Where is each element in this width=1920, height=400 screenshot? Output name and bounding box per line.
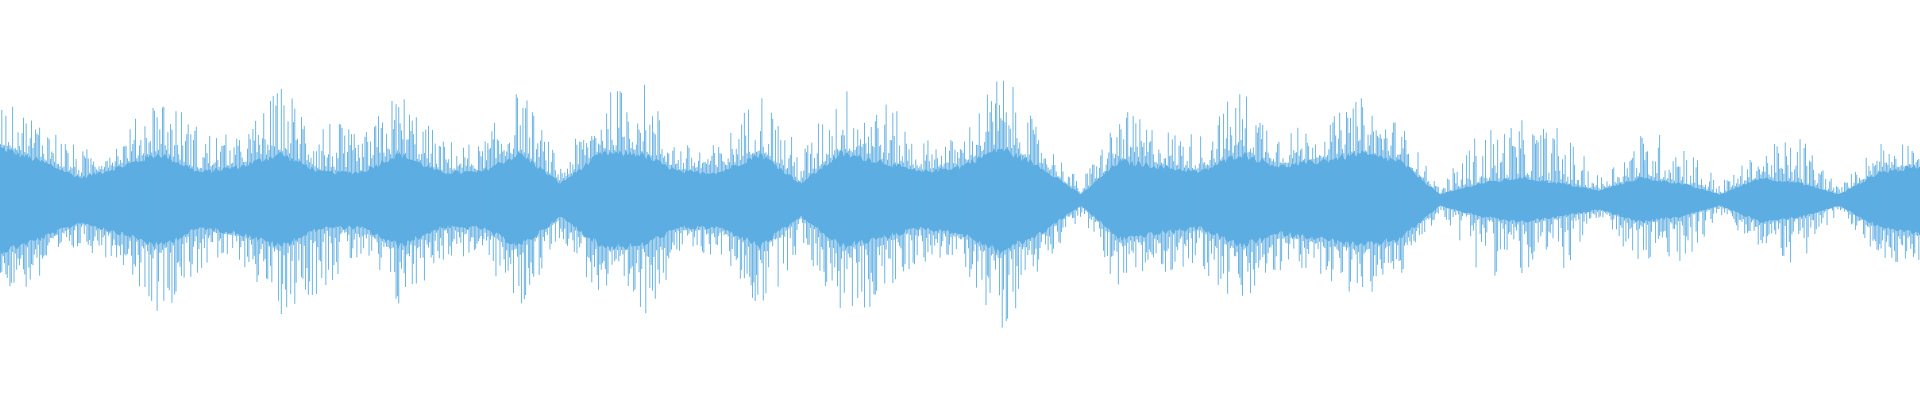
waveform-bars (0, 80, 1920, 328)
